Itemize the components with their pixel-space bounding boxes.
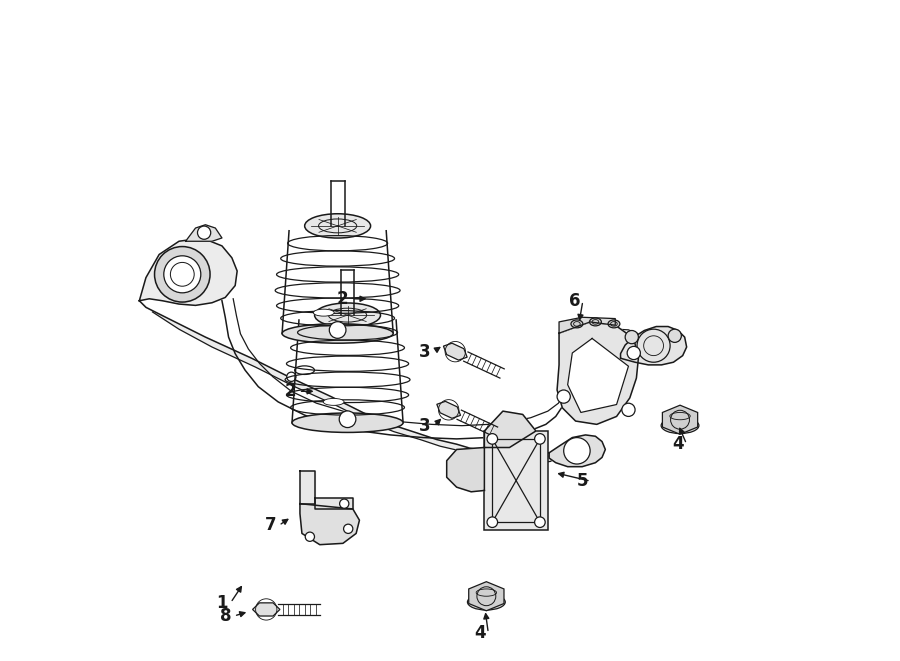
Polygon shape [484, 411, 536, 447]
Polygon shape [253, 603, 280, 616]
Ellipse shape [590, 318, 601, 326]
Ellipse shape [358, 416, 370, 423]
Circle shape [164, 256, 201, 293]
Circle shape [287, 372, 296, 381]
Polygon shape [140, 301, 556, 463]
Circle shape [339, 411, 356, 428]
Polygon shape [140, 238, 238, 305]
Polygon shape [469, 582, 504, 611]
Circle shape [557, 390, 571, 403]
Ellipse shape [315, 303, 381, 327]
Text: 5: 5 [577, 472, 588, 490]
Circle shape [668, 329, 681, 342]
Polygon shape [557, 322, 638, 424]
Text: 8: 8 [220, 607, 231, 625]
Circle shape [487, 434, 498, 444]
Text: 4: 4 [474, 624, 486, 642]
Text: 1: 1 [216, 594, 228, 612]
Polygon shape [300, 471, 315, 504]
Text: 2: 2 [338, 290, 348, 308]
Polygon shape [620, 327, 687, 365]
Circle shape [339, 499, 349, 508]
Ellipse shape [282, 324, 393, 343]
Polygon shape [444, 343, 467, 360]
Ellipse shape [662, 418, 699, 434]
Circle shape [155, 247, 210, 302]
Ellipse shape [571, 320, 583, 328]
Circle shape [487, 517, 498, 527]
Polygon shape [436, 401, 461, 418]
Circle shape [329, 322, 346, 338]
Ellipse shape [313, 309, 334, 316]
Ellipse shape [323, 399, 344, 405]
Polygon shape [549, 435, 606, 467]
Polygon shape [446, 447, 484, 492]
Polygon shape [568, 338, 628, 412]
Polygon shape [185, 225, 222, 241]
Circle shape [344, 524, 353, 533]
Ellipse shape [467, 594, 505, 610]
Bar [492, 439, 540, 522]
Circle shape [305, 532, 314, 541]
Circle shape [535, 434, 545, 444]
Circle shape [563, 438, 590, 464]
Ellipse shape [292, 413, 403, 432]
Text: 3: 3 [419, 342, 431, 361]
Polygon shape [559, 317, 616, 333]
Text: 2: 2 [284, 382, 296, 401]
Bar [484, 431, 548, 530]
Text: 3: 3 [419, 417, 431, 436]
Circle shape [622, 403, 635, 416]
Circle shape [197, 226, 211, 239]
Text: 6: 6 [569, 292, 580, 310]
Ellipse shape [305, 214, 371, 238]
Polygon shape [315, 498, 353, 509]
Ellipse shape [608, 320, 620, 328]
Text: 7: 7 [265, 516, 276, 535]
Circle shape [626, 330, 638, 344]
Text: 4: 4 [672, 435, 684, 453]
Polygon shape [300, 504, 359, 545]
Circle shape [627, 346, 641, 360]
Polygon shape [662, 405, 698, 434]
Ellipse shape [294, 366, 314, 374]
Circle shape [535, 517, 545, 527]
